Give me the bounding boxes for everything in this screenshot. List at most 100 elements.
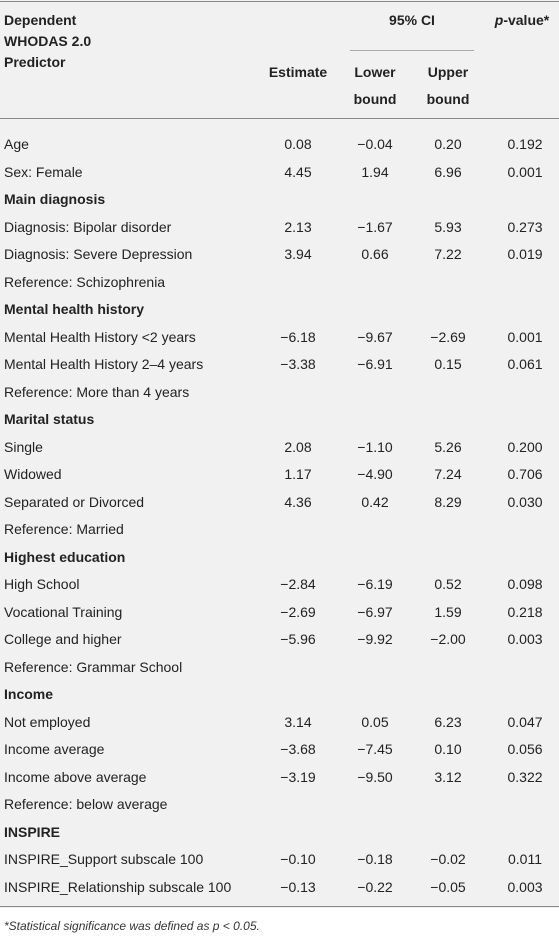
cell: 0.030 [507,493,543,510]
table: Dependent WHODAS 2.0 Predictor 95% CI p-… [0,0,559,908]
row-label: Reference: More than 4 years [4,383,190,400]
cell: 0.047 [507,713,543,730]
cell: 0.42 [361,493,389,510]
cell: −0.02 [430,851,466,867]
header-text: Upper [427,64,469,80]
row-label: Single [4,438,43,455]
cell: 4.36 [284,493,312,510]
row-label: Mental Health History 2–4 years [4,356,204,372]
cell: −9.67 [357,328,393,345]
row-label: Reference: below average [4,796,168,812]
cell: −0.22 [357,878,393,895]
cell: 0.011 [508,851,542,867]
row-label: INSPIRE_Support subscale 100 [4,851,204,867]
row-label: INSPIRE_Relationship subscale 100 [4,878,232,895]
cell: −3.19 [280,768,316,785]
cell: 2.13 [284,218,312,235]
header-text: p [494,12,504,28]
cell: 1.59 [434,603,462,620]
cell: −0.13 [280,878,316,895]
cell: 0.019 [507,246,543,262]
cell: 3.94 [284,246,312,262]
row-label: Reference: Schizophrenia [4,273,166,290]
cell: −3.68 [280,741,316,757]
rule [0,1,559,2]
row-label: Diagnosis: Severe Depression [4,246,193,262]
cell: −6.91 [357,356,393,372]
row-label: High School [4,576,80,592]
row-label: Mental Health History <2 years [4,328,196,345]
footnote-text: p [212,919,220,933]
footnote-text: *Statistical significance was defined as [4,919,213,933]
cell: −6.97 [357,603,393,620]
header-text: bound [353,91,397,107]
header-text: WHODAS 2.0 [4,33,92,49]
cell: −2.84 [280,576,316,592]
cell: 0.20 [434,136,462,152]
cell: −2.00 [430,631,466,647]
section-label: INSPIRE [4,823,61,840]
cell: 6.23 [434,713,462,730]
cell: −0.10 [280,851,316,867]
cell: −7.45 [357,741,393,757]
cell: 2.08 [284,438,312,455]
cell: −4.90 [357,466,393,482]
cell: 0.706 [507,466,543,482]
header-text: 95% CI [389,12,435,28]
cell: 5.26 [434,438,462,455]
cell: 0.001 [507,328,543,345]
cell: 0.003 [507,631,543,647]
row-label: Separated or Divorced [4,493,145,510]
cell: 0.003 [507,878,543,895]
cell: 0.66 [361,246,389,262]
header-text: Lower [354,64,396,80]
cell: −1.10 [357,438,393,455]
row-label: Diagnosis: Bipolar disorder [4,218,172,235]
cell: 7.24 [434,466,462,482]
rule [0,906,559,907]
cell: 0.056 [507,741,543,757]
footnote-text: < 0.05. [219,919,260,933]
header-text: p-value* [495,11,549,29]
cell: 0.08 [284,136,312,152]
cell: 0.218 [507,603,543,620]
section-label: Highest education [4,548,126,565]
cell: −6.18 [280,328,316,345]
cell: 0.05 [361,713,389,730]
cell: −0.04 [357,136,393,152]
cell: 0.200 [507,438,543,455]
section-label: Income [4,686,54,702]
cell: 0.52 [434,576,462,592]
row-label: Income average [4,741,105,757]
cell: 1.94 [361,163,389,180]
cell: 6.96 [434,163,462,180]
row-label: Reference: Married [4,521,124,537]
cell: 4.45 [284,163,312,180]
cell: 0.098 [507,576,543,592]
cell: 3.12 [434,768,462,785]
cell: 3.14 [284,713,312,730]
header-text: Predictor [4,54,66,70]
row-label: Age [4,136,29,152]
row-label: Widowed [4,466,62,482]
row-label: Reference: Grammar School [4,658,183,675]
cell: 0.192 [507,136,543,152]
cell: 0.10 [434,741,462,757]
cell: −2.69 [280,603,316,620]
cell: −3.38 [280,356,316,372]
cell: 7.22 [434,246,462,262]
section-label: Main diagnosis [4,191,106,207]
row-label: Vocational Training [4,603,123,620]
cell: −9.50 [357,768,393,785]
cell: 0.061 [507,356,543,372]
section-label: Mental health history [4,301,145,317]
row-label: Income above average [4,768,147,785]
header-text: -value* [503,12,550,28]
cell: 1.17 [284,466,312,482]
header-text: Dependent [4,12,77,28]
rule [350,50,474,51]
cell: −1.67 [357,218,393,235]
footnote: *Statistical significance was defined as… [4,919,260,933]
row-label: College and higher [4,631,122,647]
